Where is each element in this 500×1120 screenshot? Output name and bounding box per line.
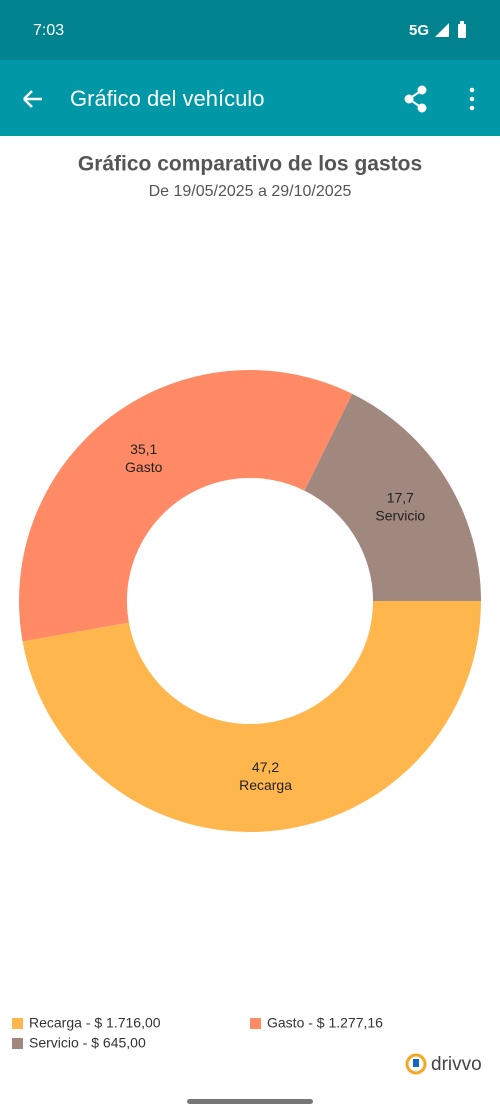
legend-swatch: [12, 1038, 23, 1049]
app-bar: [0, 60, 500, 136]
chart-subtitle: De 19/05/2025 a 29/10/2025: [149, 183, 352, 200]
legend-label: Gasto - $ 1.277,16: [267, 1015, 383, 1031]
donut-chart: 47,2 Recarga 35,1 Gasto 17,7 Servicio: [18, 369, 481, 832]
slice-label: Servicio: [375, 507, 425, 523]
home-indicator[interactable]: [187, 1099, 313, 1104]
status-bar: [0, 0, 500, 60]
slice-label: Recarga: [239, 777, 292, 793]
battery-icon: [458, 24, 466, 38]
slice-label: Gasto: [125, 459, 163, 475]
legend-swatch: [250, 1018, 261, 1029]
data-label: 47,2: [252, 759, 279, 775]
signal-icon: [435, 23, 449, 37]
brand-logo-pump: [413, 1059, 419, 1067]
donut-inner-ring: [127, 478, 373, 724]
data-label: 17,7: [387, 489, 414, 505]
chart-title: Gráfico comparativo de los gastos: [78, 153, 422, 176]
battery-tip: [460, 21, 464, 24]
brand-logo: [405, 1053, 427, 1075]
data-label: 35,1: [130, 441, 157, 457]
more-button[interactable]: [469, 87, 475, 111]
share-button[interactable]: [404, 85, 427, 113]
back-button[interactable]: [23, 90, 42, 108]
donut-slice: [22, 601, 481, 832]
brand-name: drivvo: [431, 1054, 482, 1075]
donut-hole: [140, 491, 360, 711]
status-network: 5G: [409, 22, 429, 39]
legend-swatch: [12, 1018, 23, 1029]
donut-slice: [304, 393, 481, 601]
status-time: 7:03: [33, 22, 64, 39]
app-title: Gráfico del vehículo: [70, 86, 264, 111]
legend-label: Recarga - $ 1.716,00: [29, 1015, 161, 1031]
donut-slice: [18, 369, 353, 642]
legend: Recarga - $ 1.716,00 Gasto - $ 1.277,16 Se…: [12, 1015, 383, 1051]
legend-label: Servicio - $ 645,00: [29, 1035, 146, 1051]
